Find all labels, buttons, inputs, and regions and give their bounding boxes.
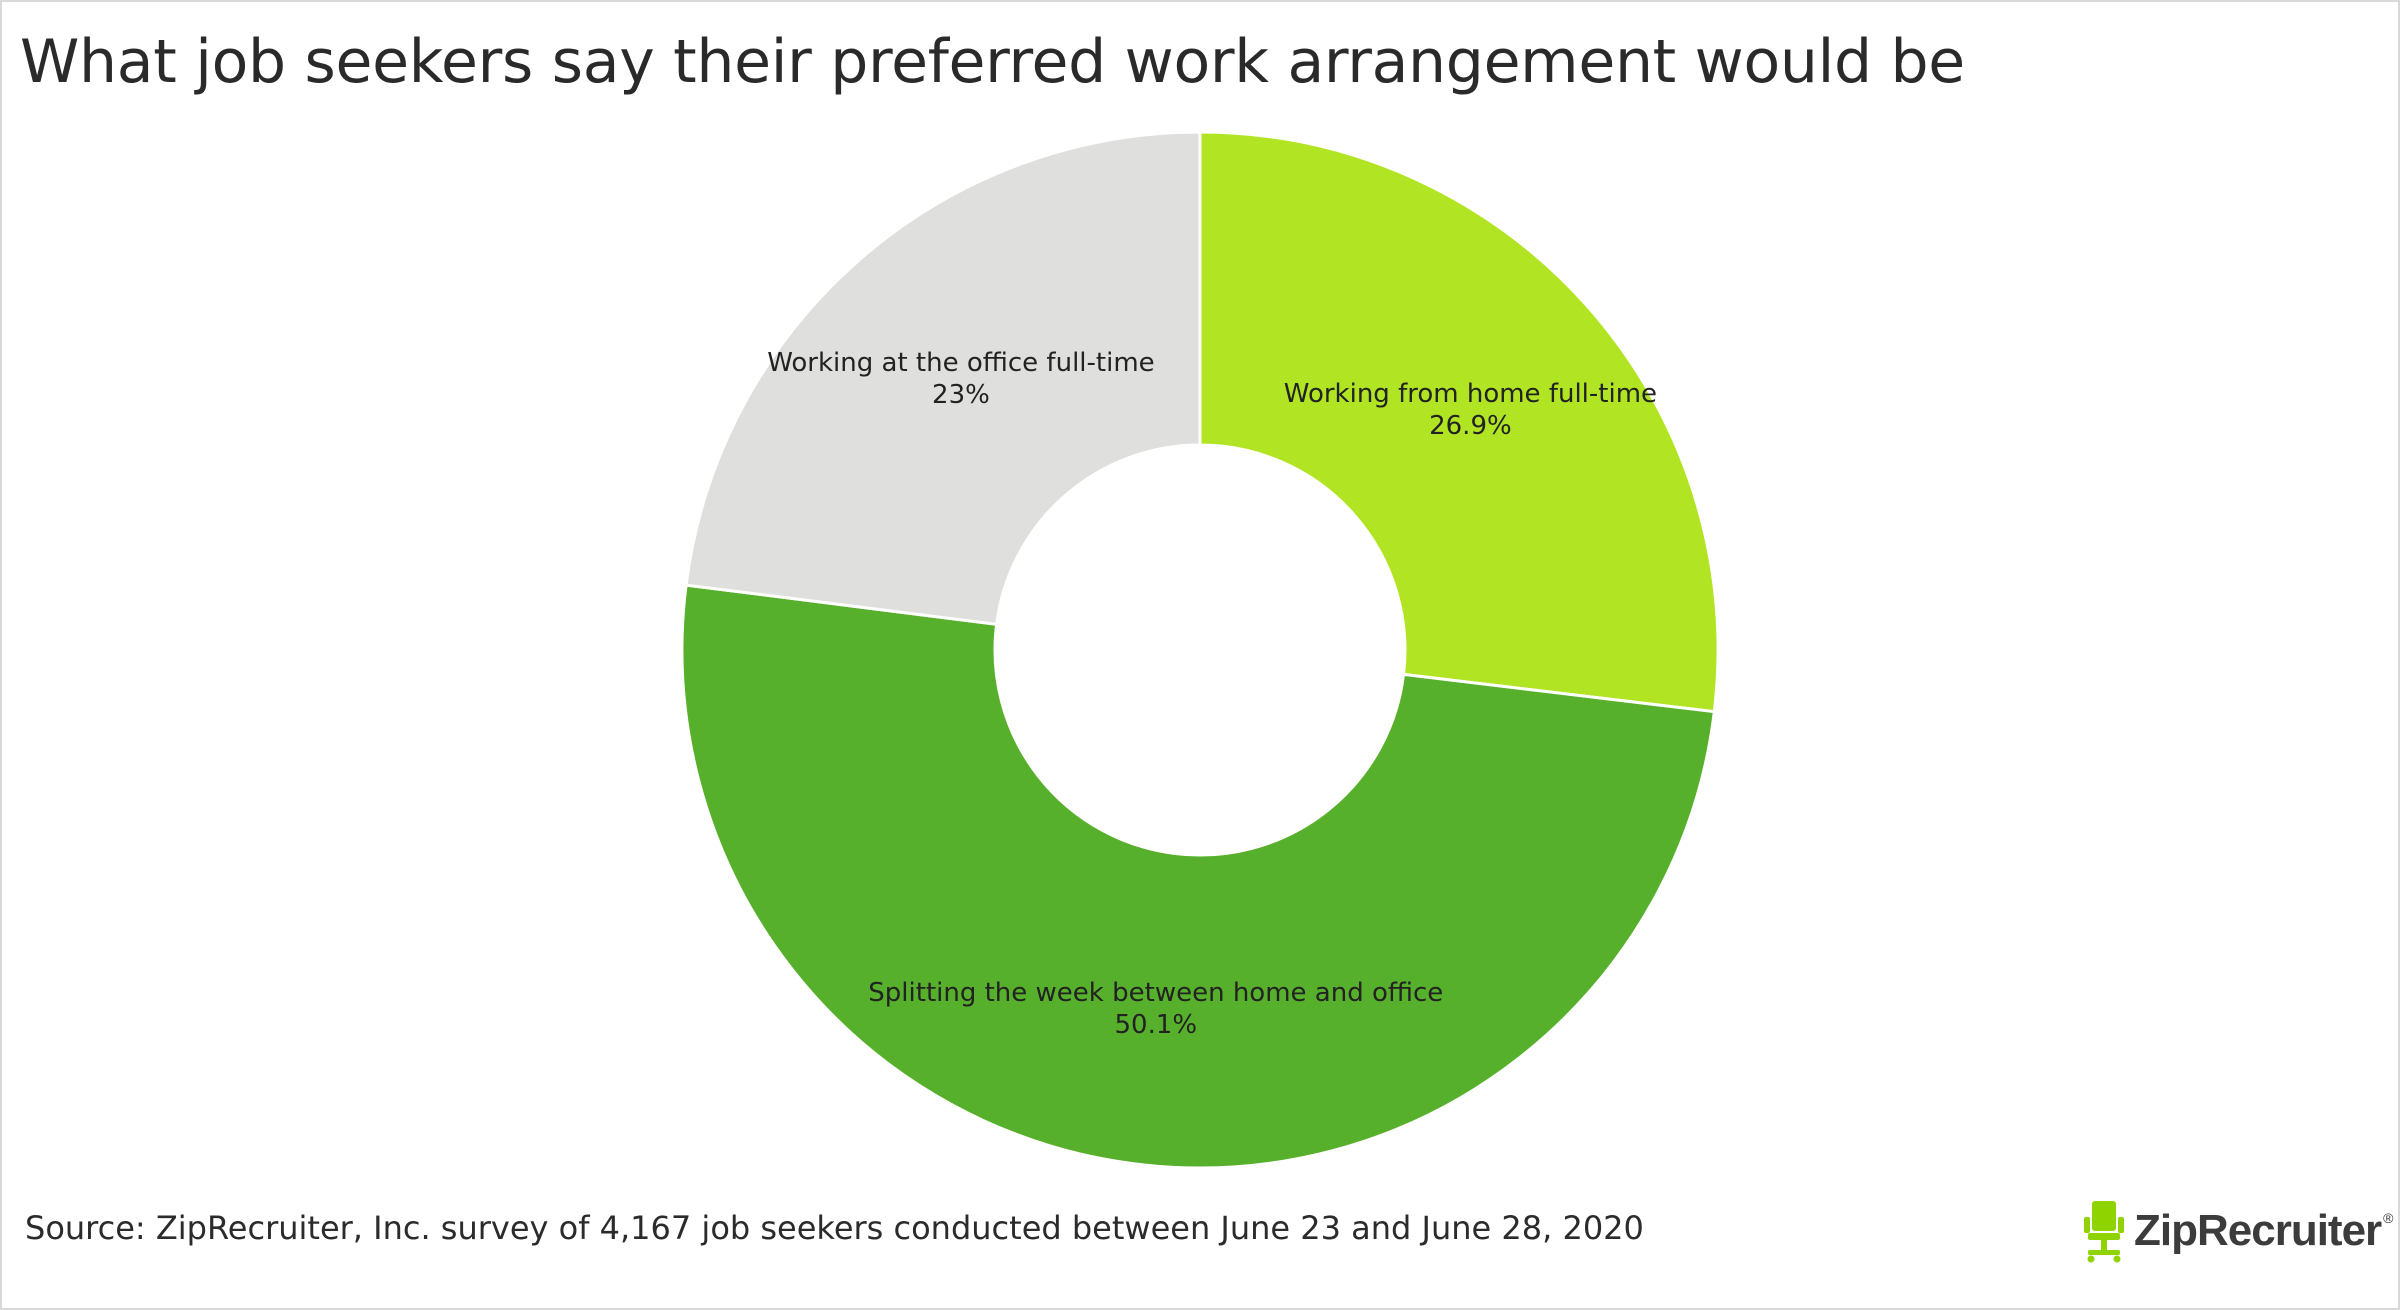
ziprecruiter-logo: ZipRecruiter ® (2082, 1196, 2394, 1266)
slice-value-1: 50.1% (1115, 1010, 1198, 1040)
donut-slice-0 (1198, 130, 1720, 714)
donut-slice-2 (684, 130, 1202, 626)
office-chair-icon (2084, 1201, 2124, 1263)
chart-title: What job seekers say their preferred wor… (20, 27, 1965, 97)
slice-label-2: Working at the office full-time (767, 348, 1154, 378)
source-note: Source: ZipRecruiter, Inc. survey of 4,1… (25, 1209, 1644, 1247)
slice-value-2: 23% (932, 380, 990, 410)
logo-wordmark: ZipRecruiter (2134, 1206, 2382, 1255)
slice-value-0: 26.9% (1429, 411, 1512, 441)
donut-slice-1 (680, 583, 1716, 1170)
slice-label-1: Splitting the week between home and offi… (868, 978, 1443, 1008)
slice-label-0: Working from home full-time (1284, 379, 1657, 409)
registered-mark: ® (2383, 1210, 2394, 1226)
